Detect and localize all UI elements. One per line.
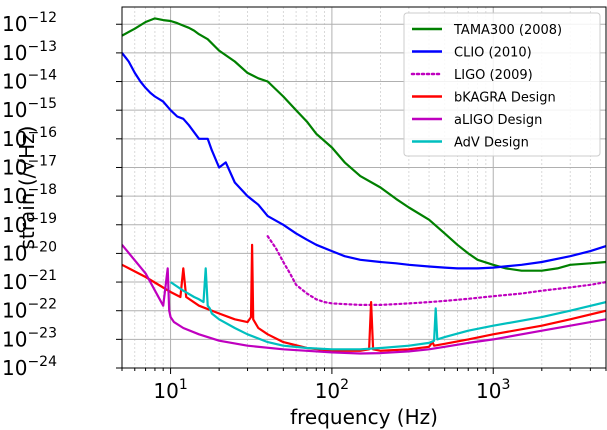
y-tick-label: 10−23 bbox=[2, 325, 57, 351]
series-line-1 bbox=[122, 52, 606, 270]
series-lines bbox=[122, 17, 606, 355]
series-line-5 bbox=[169, 267, 606, 351]
y-tick-label: 10−19 bbox=[2, 211, 57, 237]
series-line-2 bbox=[266, 235, 606, 306]
y-tick-label: 10−14 bbox=[2, 68, 57, 94]
y-axis-label: strain (/√Hz) bbox=[15, 126, 39, 250]
y-tick-label: 10−12 bbox=[2, 10, 57, 36]
y-tick-label: 10−13 bbox=[2, 39, 57, 65]
x-tick-label: 102 bbox=[315, 377, 349, 403]
y-tick-label: 10−15 bbox=[2, 96, 57, 122]
x-tick-label: 103 bbox=[476, 377, 510, 403]
legend-label-0: TAMA300 (2008) bbox=[453, 23, 562, 38]
legend-label-3: bKAGRA Design bbox=[454, 91, 556, 106]
y-tick-label: 10−22 bbox=[2, 297, 57, 323]
legend-label-1: CLIO (2010) bbox=[454, 46, 532, 61]
y-tick-label: 10−18 bbox=[2, 182, 57, 208]
legend-label-2: LIGO (2009) bbox=[454, 68, 533, 83]
plot-frame bbox=[121, 6, 607, 369]
legend-box bbox=[403, 12, 601, 157]
y-tick-label: 10−16 bbox=[2, 125, 57, 151]
legend-label-5: AdV Design bbox=[454, 136, 529, 151]
y-tick-label: 10−17 bbox=[2, 153, 57, 179]
y-tick-label: 10−20 bbox=[2, 239, 57, 265]
y-tick-label: 10−21 bbox=[2, 268, 57, 294]
legend-label-4: aLIGO Design bbox=[454, 113, 542, 128]
x-tick-label: 101 bbox=[153, 377, 187, 403]
x-axis-label: frequency (Hz) bbox=[290, 405, 438, 429]
legend: TAMA300 (2008) CLIO (2010) LIGO (2009) bKAG… bbox=[403, 12, 601, 157]
y-tick-label: 10−24 bbox=[2, 354, 57, 380]
series-line-4 bbox=[122, 244, 606, 355]
